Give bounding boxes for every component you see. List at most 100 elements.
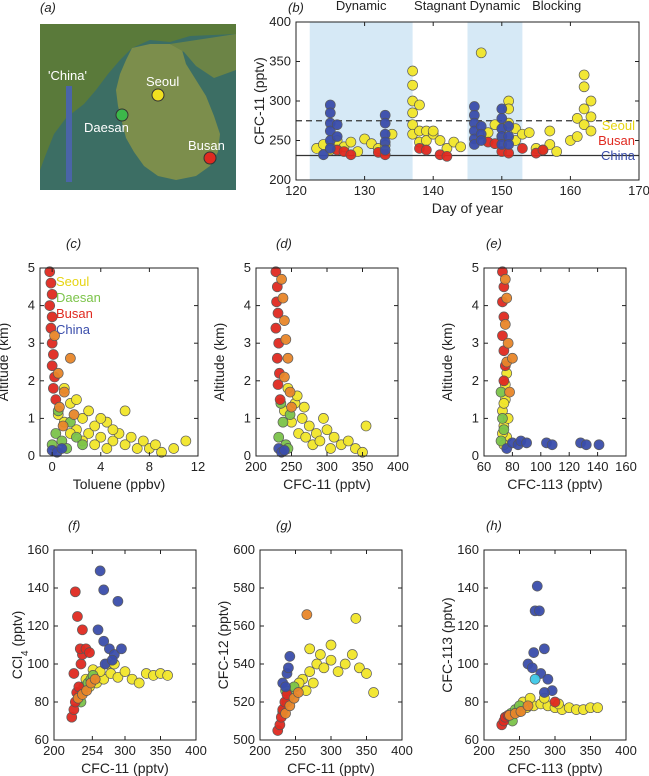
point-seoul-9 <box>346 649 358 660</box>
y-tick-label: 80 <box>465 694 479 709</box>
y-tick-label: 100 <box>457 656 479 671</box>
point-china-6 <box>546 439 558 451</box>
point-china-3 <box>283 662 294 674</box>
x-tick-label: 130 <box>354 183 376 198</box>
y-axis-label-d: Altitude (km) <box>211 323 227 402</box>
panel-label-e: (e) <box>486 236 502 251</box>
x-tick-label: 250 <box>285 743 307 758</box>
point-seoul-8 <box>133 677 145 689</box>
x-tick-label: 60 <box>477 459 491 474</box>
x-tick-label: 400 <box>391 743 413 758</box>
point-seoul-49 <box>578 81 590 93</box>
y-tick-label: 2 <box>28 373 35 388</box>
point-busan-7 <box>498 375 510 387</box>
plot-frame-e <box>483 267 627 457</box>
point-seoul-29 <box>101 443 113 454</box>
point-seoul-54 <box>585 125 597 137</box>
point-daesan-1 <box>497 413 508 424</box>
point-busan-1 <box>45 277 57 289</box>
y-tick-label: 0 <box>472 448 479 463</box>
y-tick-label: 120 <box>27 618 49 633</box>
point-busan-mix-3 <box>502 337 514 349</box>
point-busan-mix-0 <box>65 352 76 364</box>
point-seoul-13 <box>407 79 418 91</box>
x-tick-label: 200 <box>43 743 65 758</box>
china-band <box>66 86 72 182</box>
y-tick-label: 120 <box>457 618 479 633</box>
point-busan-9 <box>77 624 88 636</box>
point-seoul-29 <box>475 47 487 59</box>
point-china-2 <box>534 605 545 617</box>
point-busan-4 <box>549 696 561 708</box>
point-china-2 <box>279 445 290 456</box>
legend-entry-china: China <box>56 322 91 337</box>
x-tick-label: 200 <box>249 743 271 758</box>
point-china-13 <box>379 144 391 156</box>
point-seoul-24 <box>427 125 439 137</box>
point-busan-mix-4 <box>282 352 294 364</box>
y-tick-label: 4 <box>28 298 35 313</box>
point-seoul-20 <box>298 401 310 413</box>
point-seoul-51 <box>578 119 590 131</box>
point-seoul-47 <box>571 131 583 142</box>
legend-entry-busan: Busan <box>598 133 635 148</box>
y-tick-label: 520 <box>233 694 255 709</box>
x-axis-label-c: Toluene (ppbv) <box>73 476 166 492</box>
x-tick-label: 140 <box>422 183 444 198</box>
point-busan-15 <box>537 144 549 156</box>
point-china-6 <box>324 143 336 154</box>
point-busan-mix-1 <box>501 292 513 304</box>
point-busan-mix-0 <box>276 273 287 285</box>
point-seoul-12 <box>125 431 137 443</box>
point-china-3 <box>538 643 550 655</box>
point-seoul-3 <box>304 666 316 677</box>
x-axis-label-h: CFC-113 (pptv) <box>507 760 602 776</box>
y-axis-label-b: CFC-11 (pptv) <box>251 57 267 145</box>
point-busan-mix-1 <box>52 367 64 379</box>
point-seoul-25 <box>434 135 446 146</box>
y-axis-label-c: Altitude (km) <box>0 323 11 402</box>
point-busan-mix-4 <box>54 401 65 413</box>
point-seoul-5 <box>345 136 357 148</box>
x-tick-label: 100 <box>530 459 552 474</box>
china-landmass <box>40 24 236 170</box>
point-seoul-6 <box>303 420 315 432</box>
point-seoul-6 <box>325 654 337 666</box>
point-seoul-8 <box>339 658 351 670</box>
point-seoul-17 <box>156 446 167 458</box>
y-axis-label-e: Altitude (km) <box>439 323 455 402</box>
y-axis-label-h: CFC-113 (pptv) <box>439 597 455 692</box>
panel-label-b: (b) <box>288 0 304 15</box>
y-tick-label: 580 <box>233 580 255 595</box>
point-seoul-13 <box>131 443 143 454</box>
point-seoul-52 <box>585 95 597 107</box>
point-daesan-7 <box>77 439 88 451</box>
site-label-daesan: Daesan <box>84 120 129 135</box>
point-seoul-10 <box>321 424 333 436</box>
point-seoul-5 <box>318 662 330 674</box>
china-region-label: 'China' <box>48 68 87 83</box>
x-axis-label-g: CFC-11 (pptv) <box>287 760 375 776</box>
point-seoul-19 <box>180 435 192 447</box>
point-china-light-0 <box>529 673 541 685</box>
site-marker-seoul <box>151 88 165 102</box>
panel-label-d: (d) <box>276 236 292 251</box>
point-seoul-17 <box>360 420 372 432</box>
y-tick-label: 1 <box>28 410 35 425</box>
point-busan-mix-2 <box>515 706 527 717</box>
point-seoul-21 <box>318 413 329 424</box>
y-tick-label: 160 <box>27 542 49 557</box>
x-tick-label: 400 <box>615 743 637 758</box>
site-marker-busan <box>203 151 217 165</box>
y-tick-label: 140 <box>457 580 479 595</box>
panel-label-g: (g) <box>276 518 292 533</box>
x-tick-label: 8 <box>146 459 153 474</box>
point-busan-mix-4 <box>292 687 304 698</box>
x-tick-label: 350 <box>150 743 172 758</box>
point-seoul-14 <box>304 643 316 655</box>
point-seoul-12 <box>162 670 173 681</box>
point-busan-mix-3 <box>280 334 292 345</box>
point-busan-mix-0 <box>301 609 313 620</box>
